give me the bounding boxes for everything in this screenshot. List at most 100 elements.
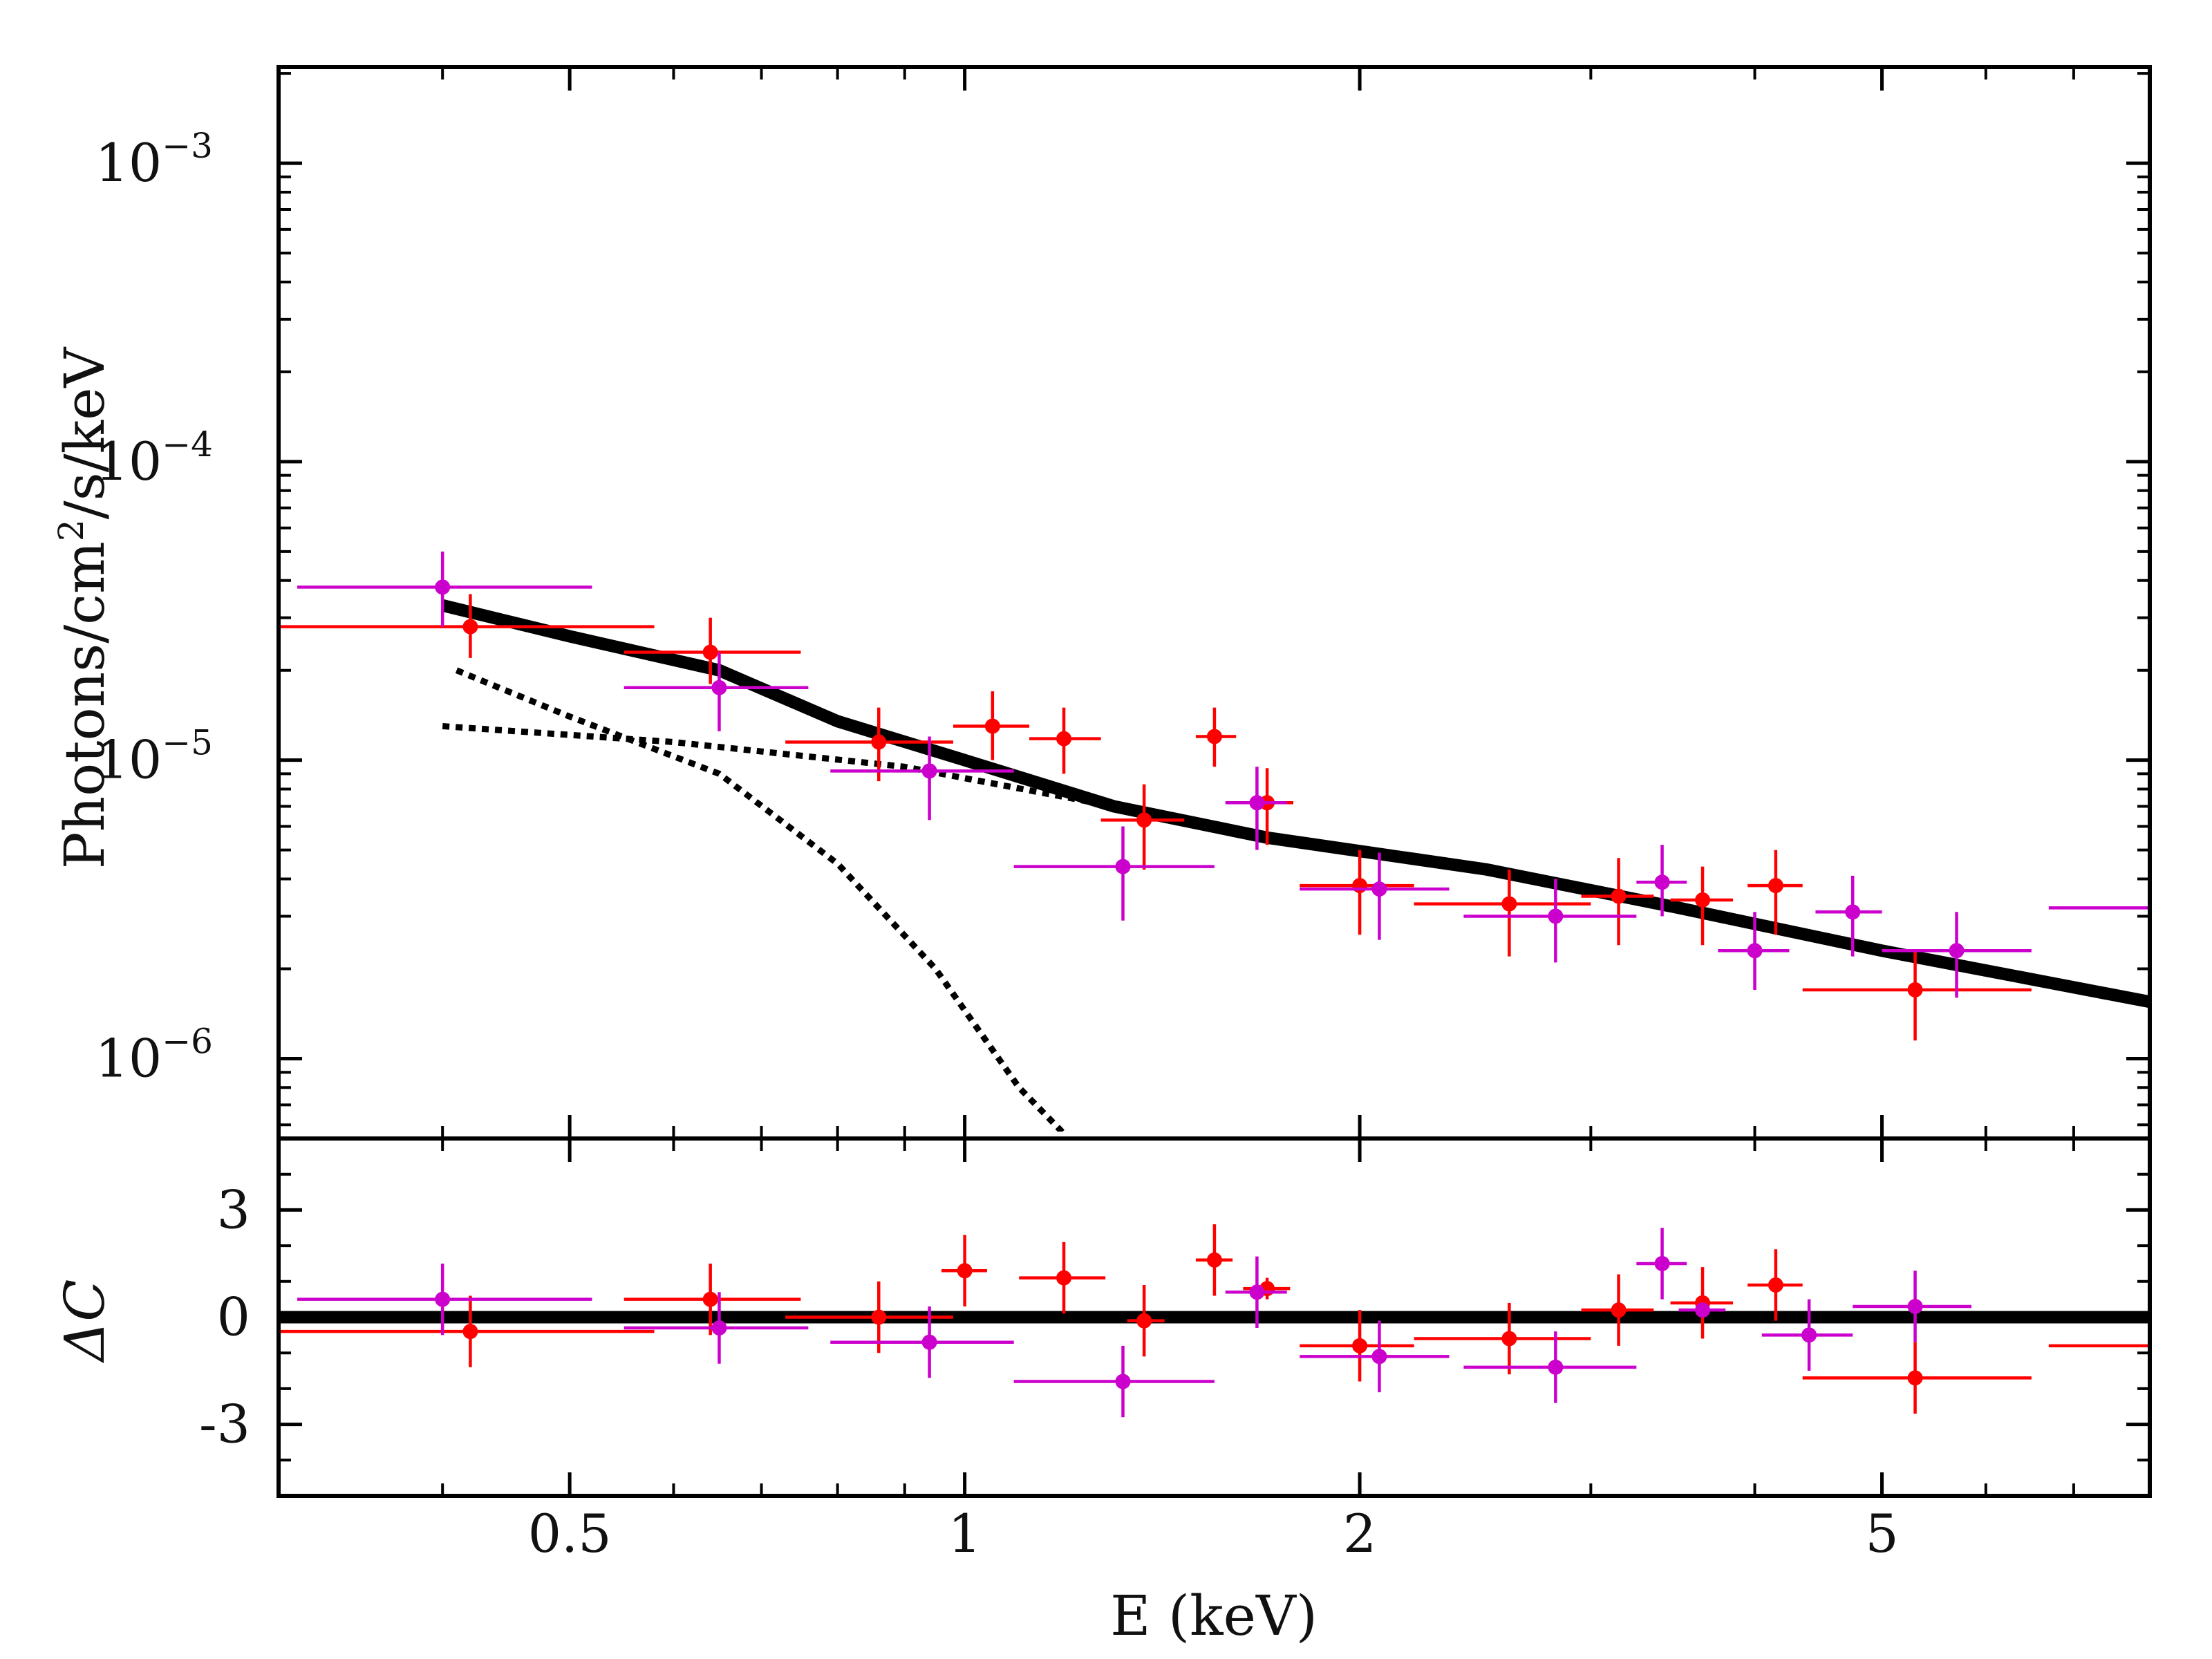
model-component-curve — [455, 667, 1067, 1132]
top-y-tick-label: 10−6 — [95, 1021, 213, 1089]
data-point-red — [1100, 784, 1185, 870]
residual-point-red — [1019, 1241, 1106, 1314]
residual-point-magenta — [1636, 1228, 1687, 1300]
bottom-panel-plot-area — [279, 1224, 2150, 1418]
residual-point-red — [624, 1263, 801, 1335]
residual-point-magenta — [1013, 1345, 1215, 1418]
data-point-magenta — [1718, 912, 1790, 990]
residual-point-magenta — [830, 1306, 1014, 1378]
marker — [1611, 1302, 1627, 1318]
marker — [462, 1324, 478, 1340]
marker — [1501, 1331, 1517, 1347]
marker — [1136, 812, 1152, 828]
model-component-curve — [442, 723, 1115, 810]
marker — [1501, 896, 1517, 912]
residual-point-red — [279, 1295, 655, 1367]
residual-point-magenta — [1225, 1256, 1287, 1329]
marker — [1845, 904, 1861, 920]
marker — [1907, 982, 1923, 997]
residual-point-red — [1127, 1284, 1165, 1357]
residual-point-red — [1195, 1224, 1233, 1296]
top-y-tick-exponent: −6 — [162, 1021, 213, 1061]
marker — [1056, 1270, 1072, 1286]
x-tick-label: 1 — [948, 1503, 981, 1564]
data-point-red — [1747, 850, 1803, 935]
top-y-tick-label: 10−4 — [95, 424, 213, 492]
residual-point-magenta — [297, 1263, 592, 1335]
residual-point-magenta — [1300, 1320, 1450, 1393]
top-y-tick-exponent: −4 — [162, 424, 213, 465]
marker — [1056, 731, 1072, 747]
top-y-axis-title-sup: 2 — [51, 519, 91, 541]
data-point-magenta — [1225, 767, 1287, 850]
x-tick-label: 5 — [1865, 1503, 1898, 1564]
marker — [1548, 908, 1564, 924]
data-point-magenta — [1463, 879, 1637, 963]
marker — [1695, 892, 1711, 908]
data-point-red — [1802, 950, 2032, 1041]
data-point-magenta — [297, 551, 592, 627]
residual-point-red — [1414, 1302, 1591, 1375]
bottom-y-axis-title: ΔC — [53, 1280, 117, 1364]
data-point-red — [953, 691, 1030, 760]
top-y-tick-base: 10 — [95, 1027, 162, 1089]
residual-point-magenta — [1678, 1302, 1726, 1318]
top-y-tick-label: 10−3 — [95, 126, 213, 194]
data-point-red — [1195, 707, 1237, 767]
marker — [435, 1291, 451, 1307]
top-y-axis-title-rest: /s/keV — [53, 347, 117, 520]
marker — [984, 718, 1000, 734]
top-y-axis-title: Photons/cm2/s/keV — [51, 347, 117, 870]
residual-point-magenta — [1761, 1299, 1853, 1371]
residual-point-red — [1300, 1310, 1414, 1382]
residual-point-red — [1581, 1274, 1654, 1346]
x-tick-label: 0.5 — [528, 1503, 612, 1564]
x-axis-title: E (keV) — [1110, 1584, 1318, 1648]
residual-point-red — [1747, 1249, 1803, 1321]
marker — [921, 1334, 937, 1350]
top-y-tick-exponent: −5 — [162, 723, 213, 763]
marker — [1801, 1327, 1817, 1343]
residual-point-magenta — [1853, 1271, 1971, 1342]
data-point-red — [1414, 869, 1591, 957]
marker — [1206, 729, 1222, 744]
data-point-magenta — [624, 652, 809, 731]
marker — [1115, 859, 1131, 874]
marker — [702, 644, 718, 660]
residual-y-tick-label: 0 — [217, 1286, 250, 1348]
residual-point-red — [1802, 1342, 2032, 1414]
top-y-axis-title-main: Photons/cm — [53, 541, 117, 869]
marker — [1206, 1252, 1222, 1268]
data-point-red — [279, 594, 655, 658]
data-point-magenta — [1300, 852, 1450, 940]
marker — [462, 619, 478, 635]
residual-y-tick-label: 3 — [217, 1179, 250, 1240]
marker — [1907, 1370, 1923, 1386]
top-y-tick-base: 10 — [95, 132, 162, 194]
x-tick-label: 2 — [1343, 1503, 1376, 1564]
marker — [1352, 1338, 1368, 1353]
marker — [1907, 1298, 1923, 1314]
data-point-magenta — [1882, 912, 2032, 998]
marker — [1747, 943, 1763, 959]
marker — [1371, 1349, 1387, 1365]
residual-point-magenta — [1463, 1331, 1637, 1403]
marker — [957, 1263, 973, 1279]
top-y-tick-base: 10 — [95, 729, 162, 791]
bottom-panel-frame — [276, 1136, 2152, 1498]
data-point-magenta — [1636, 845, 1687, 917]
marker — [1352, 878, 1368, 894]
data-point-red — [624, 617, 801, 684]
data-point-red — [1581, 858, 1654, 946]
marker — [1249, 1284, 1265, 1300]
data-point-magenta — [830, 736, 1014, 821]
marker — [1115, 1374, 1131, 1389]
axis-labels: 0.5 1 2 510−310−410−510−630-3 — [95, 126, 1899, 1564]
marker — [1654, 874, 1670, 890]
top-y-tick-label: 10−5 — [95, 723, 213, 791]
marker — [871, 1309, 887, 1325]
marker — [1768, 1277, 1783, 1293]
marker — [711, 679, 727, 695]
marker — [1371, 881, 1387, 897]
